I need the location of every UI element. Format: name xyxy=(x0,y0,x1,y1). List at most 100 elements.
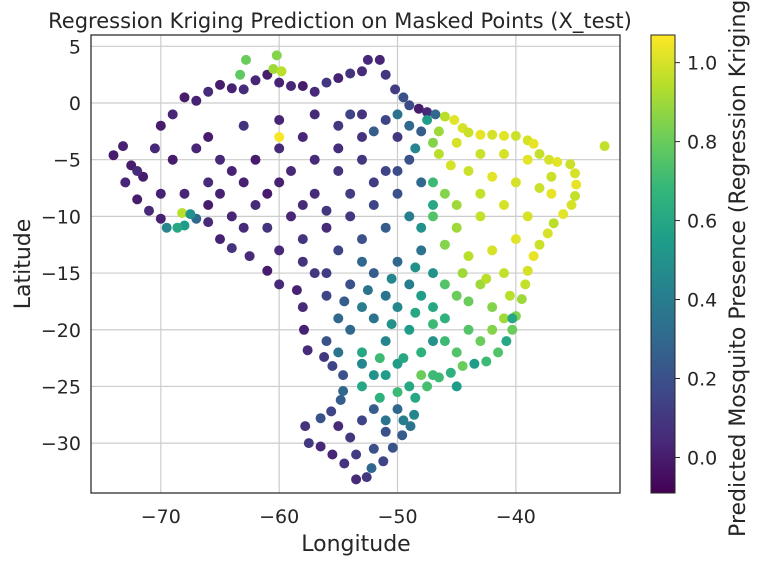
scatter-point xyxy=(374,392,385,403)
scatter-point xyxy=(250,200,261,210)
scatter-point xyxy=(333,73,344,84)
scatter-point xyxy=(475,129,486,140)
scatter-point xyxy=(544,154,554,165)
scatter-point xyxy=(238,120,249,131)
scatter-point xyxy=(410,307,421,318)
scatter-point xyxy=(481,356,492,367)
scatter-point xyxy=(179,92,190,103)
scatter-point xyxy=(132,194,143,205)
scatter-point xyxy=(226,83,237,94)
scatter-point xyxy=(203,132,214,142)
scatter-point xyxy=(327,361,338,371)
scatter-point xyxy=(333,120,344,131)
scatter-point xyxy=(510,177,521,188)
scatter-point xyxy=(428,336,438,347)
scatter-point xyxy=(392,404,403,415)
scatter-point xyxy=(338,386,349,396)
scatter-point xyxy=(428,177,438,188)
colorbar-tick-label: 0.0 xyxy=(687,447,717,469)
scatter-point xyxy=(357,132,367,142)
scatter-point xyxy=(250,154,261,165)
scatter-point xyxy=(357,154,367,165)
scatter-point xyxy=(321,336,332,347)
scatter-point xyxy=(439,111,450,122)
scatter-point xyxy=(274,245,285,256)
scatter-point xyxy=(297,81,308,91)
scatter-point xyxy=(326,406,337,417)
grid-lines xyxy=(91,35,620,493)
scatter-point xyxy=(191,143,202,154)
scatter-point xyxy=(439,188,450,199)
scatter-point xyxy=(516,294,527,305)
scatter-point xyxy=(428,137,438,148)
scatter-point xyxy=(149,143,160,154)
scatter-point xyxy=(321,205,332,216)
x-tick-label: −40 xyxy=(496,506,536,528)
scatter-point xyxy=(487,129,498,140)
scatter-point xyxy=(321,290,332,301)
scatter-point xyxy=(534,183,545,193)
scatter-point xyxy=(499,200,509,210)
y-axis-label: Latitude xyxy=(11,219,36,310)
scatter-point xyxy=(416,347,427,358)
scatter-point xyxy=(392,109,403,120)
y-tick-label: 5 xyxy=(69,36,81,58)
scatter-point xyxy=(392,302,403,313)
scatter-point xyxy=(565,159,576,170)
colorbar-tick-label: 0.4 xyxy=(687,290,717,312)
scatter-point xyxy=(392,256,403,267)
x-axis-label: Longitude xyxy=(301,532,410,557)
scatter-point xyxy=(167,109,178,120)
scatter-point xyxy=(481,273,492,284)
scatter-point xyxy=(428,319,438,330)
scatter-point xyxy=(463,296,474,307)
scatter-point xyxy=(309,154,320,165)
scatter-point xyxy=(368,404,379,415)
scatter-point xyxy=(185,209,196,220)
y-tick-label: −10 xyxy=(41,206,81,228)
scatter-point xyxy=(451,290,462,301)
scatter-point xyxy=(309,188,320,199)
scatter-point xyxy=(404,279,415,290)
scatter-point xyxy=(226,211,237,222)
scatter-point xyxy=(155,188,166,199)
scatter-point xyxy=(422,115,433,125)
scatter-point xyxy=(445,367,456,378)
scatter-point xyxy=(274,77,285,88)
scatter-point xyxy=(191,95,202,106)
scatter-point xyxy=(299,324,309,335)
scatter-point xyxy=(510,130,521,141)
scatter-point xyxy=(167,154,178,165)
scatter-point xyxy=(451,200,462,210)
scatter-point xyxy=(451,137,462,148)
scatter-point xyxy=(203,200,214,210)
scatter-point xyxy=(457,268,468,279)
scatter-point xyxy=(392,387,403,398)
scatter-point xyxy=(321,222,332,233)
scatter-point xyxy=(413,103,424,114)
scatter-point xyxy=(374,54,385,65)
scatter-point xyxy=(333,347,344,358)
scatter-point xyxy=(558,209,569,220)
scatter-point xyxy=(274,279,285,290)
scatter-point xyxy=(368,126,379,137)
scatter-point xyxy=(475,211,486,222)
y-tick-label: −20 xyxy=(41,320,81,342)
scatter-point xyxy=(528,138,539,149)
x-axis-ticks: −70 −60 −50 −40 xyxy=(141,506,536,528)
scatter-point xyxy=(235,69,246,80)
x-tick-label: −60 xyxy=(259,506,299,528)
scatter-point xyxy=(570,191,580,201)
scatter-point xyxy=(534,239,545,250)
scatter-point xyxy=(428,302,438,313)
scatter-point xyxy=(309,268,320,279)
y-tick-label: −30 xyxy=(41,433,81,455)
scatter-point xyxy=(445,160,456,171)
scatter-point xyxy=(422,107,433,118)
scatter-point xyxy=(286,81,296,91)
scatter-point xyxy=(599,141,610,152)
scatter-point xyxy=(271,50,282,61)
scatter-point xyxy=(357,302,367,313)
scatter-point xyxy=(390,84,401,95)
scatter-point xyxy=(357,66,367,77)
